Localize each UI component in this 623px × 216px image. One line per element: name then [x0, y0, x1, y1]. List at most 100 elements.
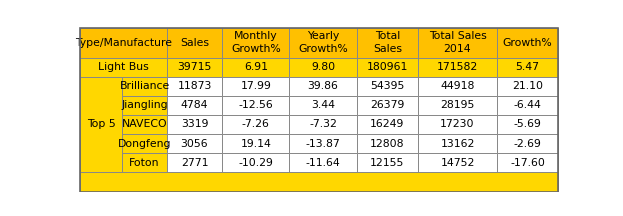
Bar — [357, 134, 418, 153]
Text: 26379: 26379 — [370, 100, 404, 110]
Bar — [418, 28, 497, 57]
Text: -11.64: -11.64 — [306, 158, 340, 168]
Text: 3319: 3319 — [181, 119, 208, 129]
Text: 16249: 16249 — [370, 119, 404, 129]
Bar — [290, 96, 357, 115]
Bar — [497, 57, 558, 77]
Bar — [290, 153, 357, 172]
Bar — [418, 134, 497, 153]
Text: 4784: 4784 — [181, 100, 208, 110]
Bar — [122, 153, 167, 172]
Text: -6.44: -6.44 — [514, 100, 541, 110]
Bar — [222, 134, 290, 153]
Bar — [122, 96, 167, 115]
Text: 3.44: 3.44 — [311, 100, 335, 110]
Text: 5.47: 5.47 — [516, 62, 540, 72]
Text: 11873: 11873 — [178, 81, 212, 91]
Bar — [290, 77, 357, 96]
Bar — [80, 77, 122, 172]
Bar — [222, 57, 290, 77]
Text: 39.86: 39.86 — [308, 81, 338, 91]
Bar — [357, 153, 418, 172]
Text: 39715: 39715 — [178, 62, 212, 72]
Text: 19.14: 19.14 — [240, 139, 272, 149]
Text: 3056: 3056 — [181, 139, 208, 149]
Bar — [357, 28, 418, 57]
Text: Top 5: Top 5 — [87, 119, 116, 129]
Text: 9.80: 9.80 — [311, 62, 335, 72]
Bar — [418, 153, 497, 172]
Bar — [497, 115, 558, 134]
Text: Brilliance: Brilliance — [120, 81, 169, 91]
Bar — [418, 57, 497, 77]
Text: Growth%: Growth% — [503, 38, 553, 48]
Bar — [497, 153, 558, 172]
Text: 17.99: 17.99 — [240, 81, 272, 91]
Bar — [222, 115, 290, 134]
Bar — [167, 153, 222, 172]
Text: 171582: 171582 — [437, 62, 478, 72]
Text: 180961: 180961 — [367, 62, 408, 72]
Bar — [80, 172, 558, 192]
Text: -7.26: -7.26 — [242, 119, 270, 129]
Text: NAVECO: NAVECO — [121, 119, 168, 129]
Text: Yearly
Growth%: Yearly Growth% — [298, 31, 348, 54]
Text: Total Sales
2014: Total Sales 2014 — [429, 31, 487, 54]
Text: 14752: 14752 — [440, 158, 475, 168]
Bar — [290, 115, 357, 134]
Text: -7.32: -7.32 — [309, 119, 337, 129]
Bar — [222, 77, 290, 96]
Bar — [122, 77, 167, 96]
Text: 54395: 54395 — [370, 81, 404, 91]
Text: 21.10: 21.10 — [512, 81, 543, 91]
Text: Foton: Foton — [130, 158, 160, 168]
Bar — [167, 57, 222, 77]
Bar — [497, 96, 558, 115]
Text: -13.87: -13.87 — [306, 139, 340, 149]
Text: 12808: 12808 — [370, 139, 404, 149]
Bar — [497, 134, 558, 153]
Bar — [497, 28, 558, 57]
Bar — [80, 57, 167, 77]
Text: -10.29: -10.29 — [239, 158, 273, 168]
Text: Monthly
Growth%: Monthly Growth% — [231, 31, 281, 54]
Bar — [497, 77, 558, 96]
Text: -12.56: -12.56 — [239, 100, 273, 110]
Bar — [357, 77, 418, 96]
Text: Light Bus: Light Bus — [98, 62, 149, 72]
Bar — [222, 28, 290, 57]
Bar — [167, 134, 222, 153]
Text: 2771: 2771 — [181, 158, 208, 168]
Bar — [357, 115, 418, 134]
Bar — [418, 115, 497, 134]
Text: 28195: 28195 — [440, 100, 475, 110]
Bar — [122, 115, 167, 134]
Bar — [357, 96, 418, 115]
Bar — [222, 153, 290, 172]
Text: 6.91: 6.91 — [244, 62, 268, 72]
Text: -2.69: -2.69 — [514, 139, 541, 149]
Bar — [290, 57, 357, 77]
Bar — [167, 28, 222, 57]
Text: Type/Manufacture: Type/Manufacture — [75, 38, 172, 48]
Text: 13162: 13162 — [440, 139, 475, 149]
Bar — [167, 96, 222, 115]
Bar — [167, 115, 222, 134]
Bar — [122, 134, 167, 153]
Bar — [357, 57, 418, 77]
Bar — [222, 96, 290, 115]
Text: 44918: 44918 — [440, 81, 475, 91]
Text: 12155: 12155 — [370, 158, 404, 168]
Bar — [418, 96, 497, 115]
Text: Total
Sales: Total Sales — [373, 31, 402, 54]
Text: 17230: 17230 — [440, 119, 475, 129]
Text: -5.69: -5.69 — [514, 119, 541, 129]
Bar — [290, 28, 357, 57]
Text: Sales: Sales — [180, 38, 209, 48]
Text: -17.60: -17.60 — [510, 158, 545, 168]
Bar — [418, 77, 497, 96]
Bar — [167, 77, 222, 96]
Bar — [80, 28, 167, 57]
Text: Dongfeng: Dongfeng — [118, 139, 171, 149]
Bar — [290, 134, 357, 153]
